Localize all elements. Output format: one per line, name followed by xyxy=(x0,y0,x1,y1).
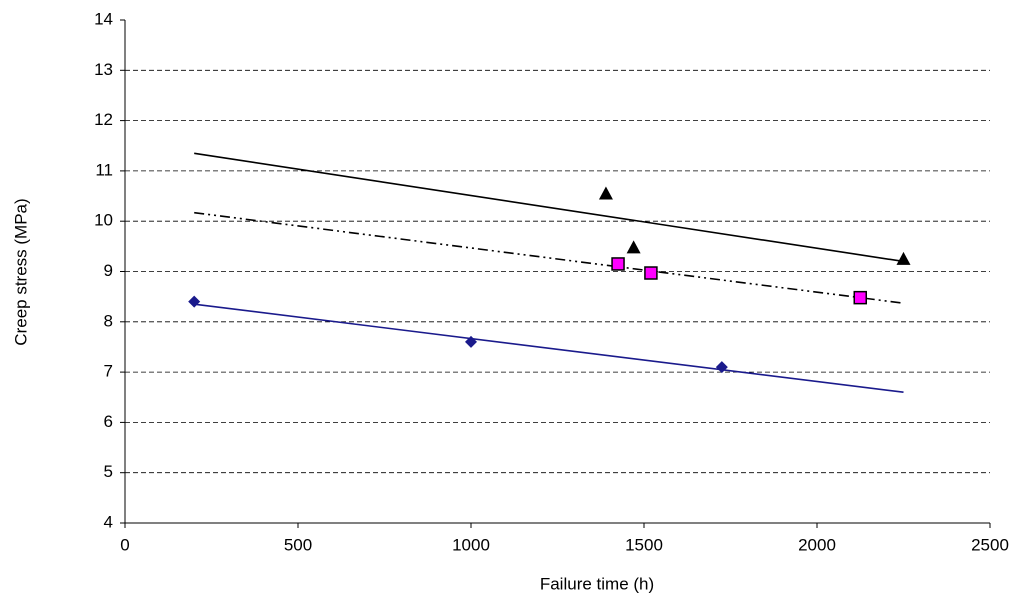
marker xyxy=(188,295,201,308)
y-tick-label: 6 xyxy=(104,412,113,431)
trend-line xyxy=(194,303,904,394)
x-tick-label: 1500 xyxy=(625,535,663,554)
y-tick-label: 14 xyxy=(94,9,113,28)
marker xyxy=(853,290,867,305)
marker xyxy=(896,251,911,265)
y-tick-label: 13 xyxy=(94,60,113,79)
x-tick-label: 2500 xyxy=(971,535,1009,554)
marker xyxy=(715,361,728,374)
y-tick-label: 8 xyxy=(104,311,113,330)
x-tick-label: 1000 xyxy=(452,535,490,554)
marker xyxy=(598,186,613,200)
x-tick-label: 500 xyxy=(284,535,312,554)
y-tick-label: 12 xyxy=(94,110,113,129)
trend-line xyxy=(194,152,904,263)
x-tick-label: 2000 xyxy=(798,535,836,554)
trend-line xyxy=(194,211,904,304)
x-axis-label: Failure time (h) xyxy=(540,574,654,593)
marker xyxy=(626,240,641,254)
y-tick-label: 11 xyxy=(95,160,113,179)
x-tick-label: 0 xyxy=(120,535,129,554)
marker xyxy=(611,257,625,271)
y-tick-label: 5 xyxy=(104,462,113,481)
y-tick-label: 7 xyxy=(104,362,113,381)
y-axis-label: Creep stress (MPa) xyxy=(11,198,30,345)
y-tick-label: 4 xyxy=(104,512,113,531)
marker xyxy=(644,266,658,280)
y-tick-label: 10 xyxy=(94,211,113,230)
y-tick-label: 9 xyxy=(104,261,113,280)
marker xyxy=(465,335,477,348)
